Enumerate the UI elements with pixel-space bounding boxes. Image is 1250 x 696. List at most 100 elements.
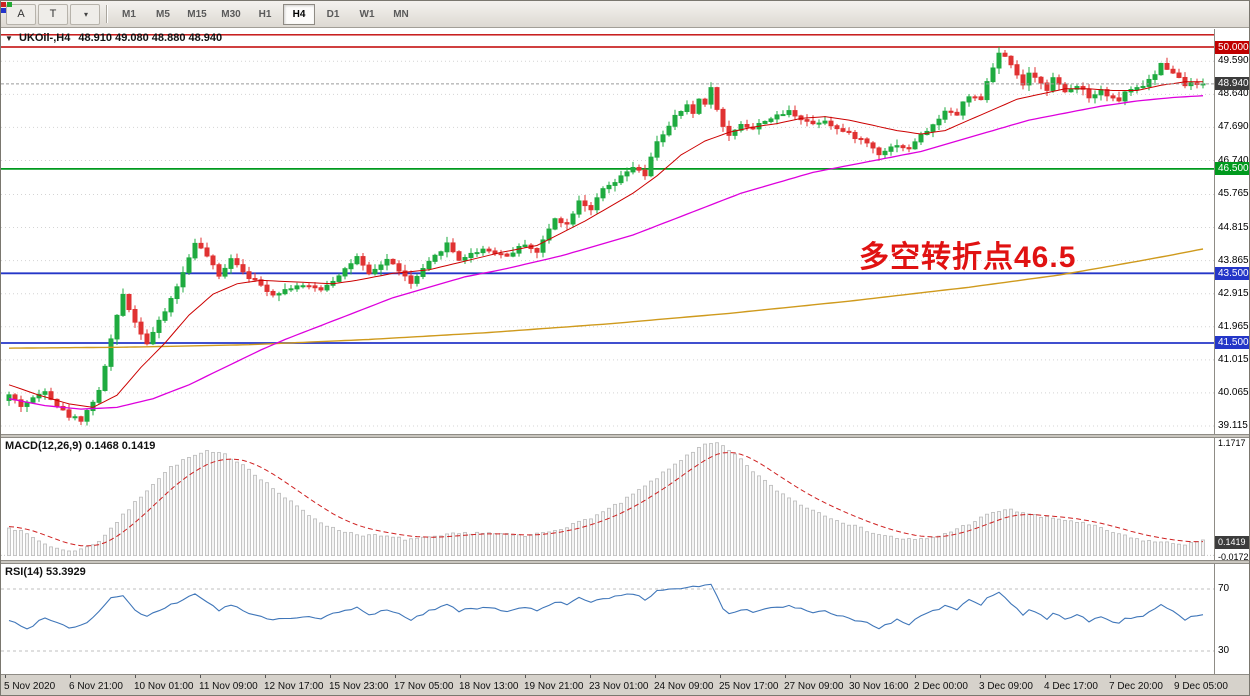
price-label: 44.815 (1218, 221, 1249, 233)
candle (390, 258, 396, 265)
candle (1158, 62, 1164, 76)
macd-chart-canvas[interactable] (1, 438, 1214, 560)
candle (1110, 93, 1116, 102)
macd-indicator-label: MACD(12,26,9) 0.1468 0.1419 (5, 440, 156, 452)
ma-slow-orange (8, 248, 1204, 349)
colors-dropdown-button[interactable]: ▾ (1, 2, 100, 25)
candle (384, 253, 390, 271)
candle (630, 161, 636, 175)
candle (1164, 57, 1170, 70)
macd-scale-label: 1.1717 (1218, 438, 1246, 449)
rsi-chart-canvas[interactable] (1, 564, 1214, 674)
candle (348, 259, 354, 275)
timeframe-button-mn[interactable]: MN (393, 8, 409, 20)
candle (990, 63, 996, 83)
rsi-scale-label: 70 (1218, 583, 1230, 594)
candle (828, 116, 834, 130)
macd-scale-label: -0.0172 (1218, 552, 1249, 563)
price-label: 49.590 (1218, 55, 1249, 67)
candle (1086, 84, 1092, 103)
candle (714, 86, 720, 112)
timeframe-buttons-group: M1 M5 M15 M30 H1 H4 D1 W1 MN (113, 3, 417, 25)
candle (720, 107, 726, 132)
candle (576, 195, 582, 218)
candle (282, 283, 288, 296)
candle (210, 254, 216, 270)
candle (504, 252, 510, 257)
price-scale-axis[interactable]: 49.590 48.640 47.690 46.740 45.765 44.815 43.8… (1214, 29, 1249, 674)
candle (528, 243, 534, 254)
ohlc-values: 48.910 49.080 48.880 48.940 (78, 32, 223, 44)
candle (450, 238, 456, 254)
candle (252, 272, 258, 282)
time-label: 12 Nov 17:00 (264, 681, 324, 692)
candle (288, 285, 294, 292)
candle (480, 245, 486, 256)
candle (624, 167, 630, 182)
candle (1014, 60, 1020, 79)
timeframe-button-m15[interactable]: M15 (187, 8, 207, 20)
candle (942, 107, 948, 123)
candle (840, 123, 846, 133)
price-label: 47.690 (1218, 121, 1249, 133)
candle (264, 280, 270, 297)
candlestick-chart-canvas[interactable] (1, 29, 1214, 434)
candle (834, 123, 840, 135)
candle (852, 129, 858, 144)
time-tick (655, 675, 656, 678)
timeframe-button-w1[interactable]: W1 (359, 8, 375, 20)
candle (510, 247, 516, 258)
timeframe-button-m30[interactable]: M30 (221, 8, 241, 20)
timeframe-button-d1[interactable]: D1 (326, 8, 340, 20)
candle (978, 93, 984, 101)
time-label: 23 Nov 01:00 (589, 681, 649, 692)
price-line-label-box: 46.500 (1215, 162, 1249, 176)
pointer-tool-button[interactable]: A (6, 3, 36, 25)
text-tool-button[interactable]: T (38, 3, 68, 25)
panel-splitter[interactable] (1, 434, 1249, 438)
candle (906, 144, 912, 153)
time-label: 2 Dec 00:00 (914, 681, 968, 692)
timeframe-button-m5[interactable]: M5 (156, 8, 170, 20)
rsi-indicator-panel[interactable]: RSI(14) 53.3929 (1, 564, 1214, 674)
timeframe-button-m1[interactable]: M1 (122, 8, 136, 20)
candle (12, 393, 18, 404)
candle (888, 143, 894, 156)
macd-indicator-panel[interactable]: MACD(12,26,9) 0.1468 0.1419 (1, 438, 1214, 560)
candle (936, 114, 942, 130)
candle (354, 253, 360, 266)
price-line-label-box: 41.500 (1215, 336, 1249, 350)
candle (672, 109, 678, 130)
price-label: 43.865 (1218, 254, 1249, 266)
candle (552, 217, 558, 231)
candle (558, 216, 564, 228)
timeframe-button-h1[interactable]: H1 (258, 8, 272, 20)
panel-splitter[interactable] (1, 560, 1249, 564)
candle (120, 288, 126, 317)
chevron-down-icon[interactable]: ▼ (5, 34, 13, 43)
time-scale-axis[interactable]: 5 Nov 2020 6 Nov 21:00 10 Nov 01:00 11 Nov … (1, 674, 1249, 695)
candle (546, 223, 552, 244)
chart-text-annotation[interactable]: 多空转折点46.5 (859, 241, 1077, 274)
candle (174, 283, 180, 304)
candle (1176, 68, 1182, 79)
time-label: 18 Nov 13:00 (459, 681, 519, 692)
candle (1182, 72, 1188, 89)
candle (882, 147, 888, 159)
candle (1050, 72, 1056, 93)
candle (870, 141, 876, 154)
candle (708, 82, 714, 109)
timeframe-button-h4[interactable]: H4 (283, 3, 315, 25)
candle (1140, 80, 1146, 90)
candle (762, 120, 768, 125)
price-chart-panel[interactable]: ▼ UKOil-,H4 48.910 49.080 48.880 48.940 … (1, 29, 1214, 434)
time-label: 24 Nov 09:00 (654, 681, 714, 692)
candle (180, 266, 186, 293)
time-tick (200, 675, 201, 678)
candle (534, 247, 540, 259)
candle (600, 186, 606, 202)
price-label: 48.640 (1218, 88, 1249, 100)
candle (204, 242, 210, 258)
time-label: 15 Nov 23:00 (329, 681, 389, 692)
candle (228, 254, 234, 275)
